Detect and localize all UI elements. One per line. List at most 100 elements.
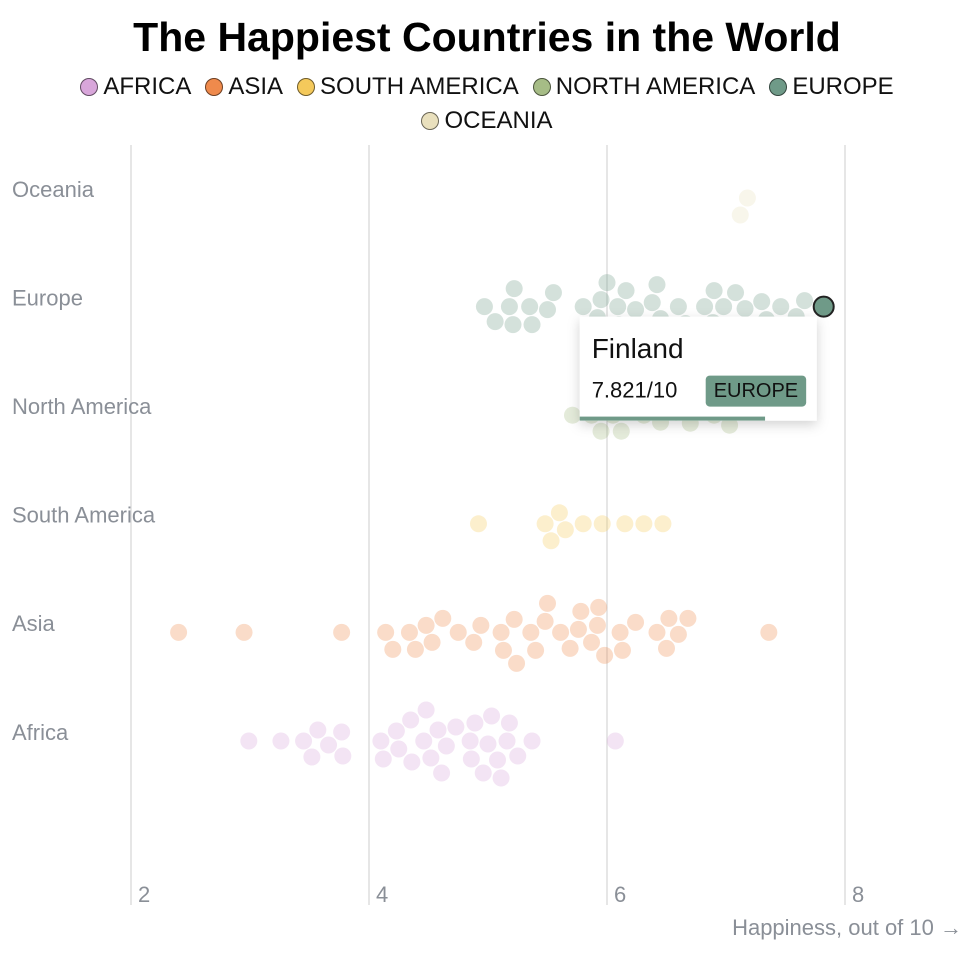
dot xyxy=(772,298,790,316)
dot xyxy=(437,737,455,755)
dot xyxy=(658,639,675,657)
x-tick-label: 2 xyxy=(138,882,150,907)
dot xyxy=(721,416,739,434)
dot xyxy=(738,189,756,207)
dot xyxy=(240,732,258,750)
dot xyxy=(627,613,645,631)
tooltip-bar xyxy=(579,416,766,421)
dot xyxy=(303,748,321,766)
dot xyxy=(422,749,440,767)
dot xyxy=(479,735,497,753)
dot xyxy=(539,594,556,612)
legend-item: ASIA xyxy=(205,72,283,102)
dot xyxy=(753,293,771,311)
dot xyxy=(705,282,723,300)
dot xyxy=(417,701,435,719)
legend-swatch xyxy=(205,78,224,96)
x-tick-label: 6 xyxy=(614,882,626,907)
dot xyxy=(505,280,523,298)
x-tick-label: 4 xyxy=(376,882,388,907)
dot xyxy=(544,284,562,302)
dot xyxy=(489,751,507,769)
tooltip-badge xyxy=(705,375,807,407)
dot xyxy=(523,316,541,334)
dot xyxy=(727,284,745,302)
dot xyxy=(648,276,666,294)
dot xyxy=(486,313,504,331)
dot xyxy=(569,620,587,638)
legend-item: EUROPE xyxy=(769,72,894,102)
dot xyxy=(377,623,395,641)
dot xyxy=(469,515,487,533)
dot xyxy=(736,300,754,318)
dot xyxy=(616,515,634,533)
highlighted-dot xyxy=(812,295,835,318)
row-label: Oceania xyxy=(12,177,95,202)
dot xyxy=(447,718,465,736)
legend-swatch xyxy=(769,78,788,96)
tooltip-region: EUROPE xyxy=(714,380,798,402)
dot xyxy=(309,721,327,739)
dot xyxy=(592,291,610,309)
chart-title: The Happiest Countries in the World xyxy=(133,14,841,60)
dot xyxy=(583,633,601,651)
dot xyxy=(669,625,687,643)
dot xyxy=(613,641,631,659)
dot xyxy=(509,747,527,765)
dot xyxy=(417,616,435,634)
dot xyxy=(612,422,630,440)
dot xyxy=(572,602,590,620)
dot xyxy=(542,532,560,550)
dot xyxy=(648,623,666,641)
legend-label: ASIA xyxy=(228,73,284,100)
dot xyxy=(536,515,554,533)
dot xyxy=(696,298,714,316)
dot xyxy=(474,764,492,782)
dot xyxy=(593,515,611,533)
dot xyxy=(574,515,592,533)
legend-swatch xyxy=(297,78,316,96)
dot xyxy=(500,298,518,316)
dot xyxy=(483,707,501,725)
legend-label: EUROPE xyxy=(792,73,894,100)
legend-label: NORTH AMERICA xyxy=(555,73,756,100)
dot xyxy=(500,714,518,732)
dot xyxy=(592,422,610,440)
dot xyxy=(556,521,574,539)
dot xyxy=(390,740,408,758)
dot xyxy=(654,515,672,533)
dot xyxy=(423,633,441,651)
dot xyxy=(434,609,452,627)
dot xyxy=(574,298,592,316)
dot xyxy=(334,747,352,765)
dot xyxy=(598,274,616,292)
row-label: Asia xyxy=(12,611,56,636)
row-label: North America xyxy=(12,394,152,419)
dot xyxy=(617,282,635,300)
dot xyxy=(384,640,402,658)
dot xyxy=(494,641,512,659)
tooltip: Finland 7.821/10 EUROPE xyxy=(579,316,817,421)
dot xyxy=(170,623,188,641)
dot xyxy=(536,612,554,630)
dot xyxy=(590,598,608,616)
dot xyxy=(333,723,351,741)
legend-swatch xyxy=(80,78,99,96)
dot xyxy=(374,750,392,768)
dot xyxy=(609,298,627,316)
dot xyxy=(492,769,510,787)
row-label: Europe xyxy=(12,285,83,310)
dot xyxy=(635,515,653,533)
dot xyxy=(522,623,540,641)
dot xyxy=(400,623,418,641)
dot xyxy=(461,732,479,750)
dot xyxy=(465,633,483,651)
dot xyxy=(660,609,678,627)
dot xyxy=(606,732,624,750)
dot xyxy=(406,640,424,658)
legend: AFRICA ASIA SOUTH AMERICA NORTH AMERICA EURO… xyxy=(57,72,917,136)
dot xyxy=(643,294,661,312)
x-tick-label: 8 xyxy=(852,882,864,907)
